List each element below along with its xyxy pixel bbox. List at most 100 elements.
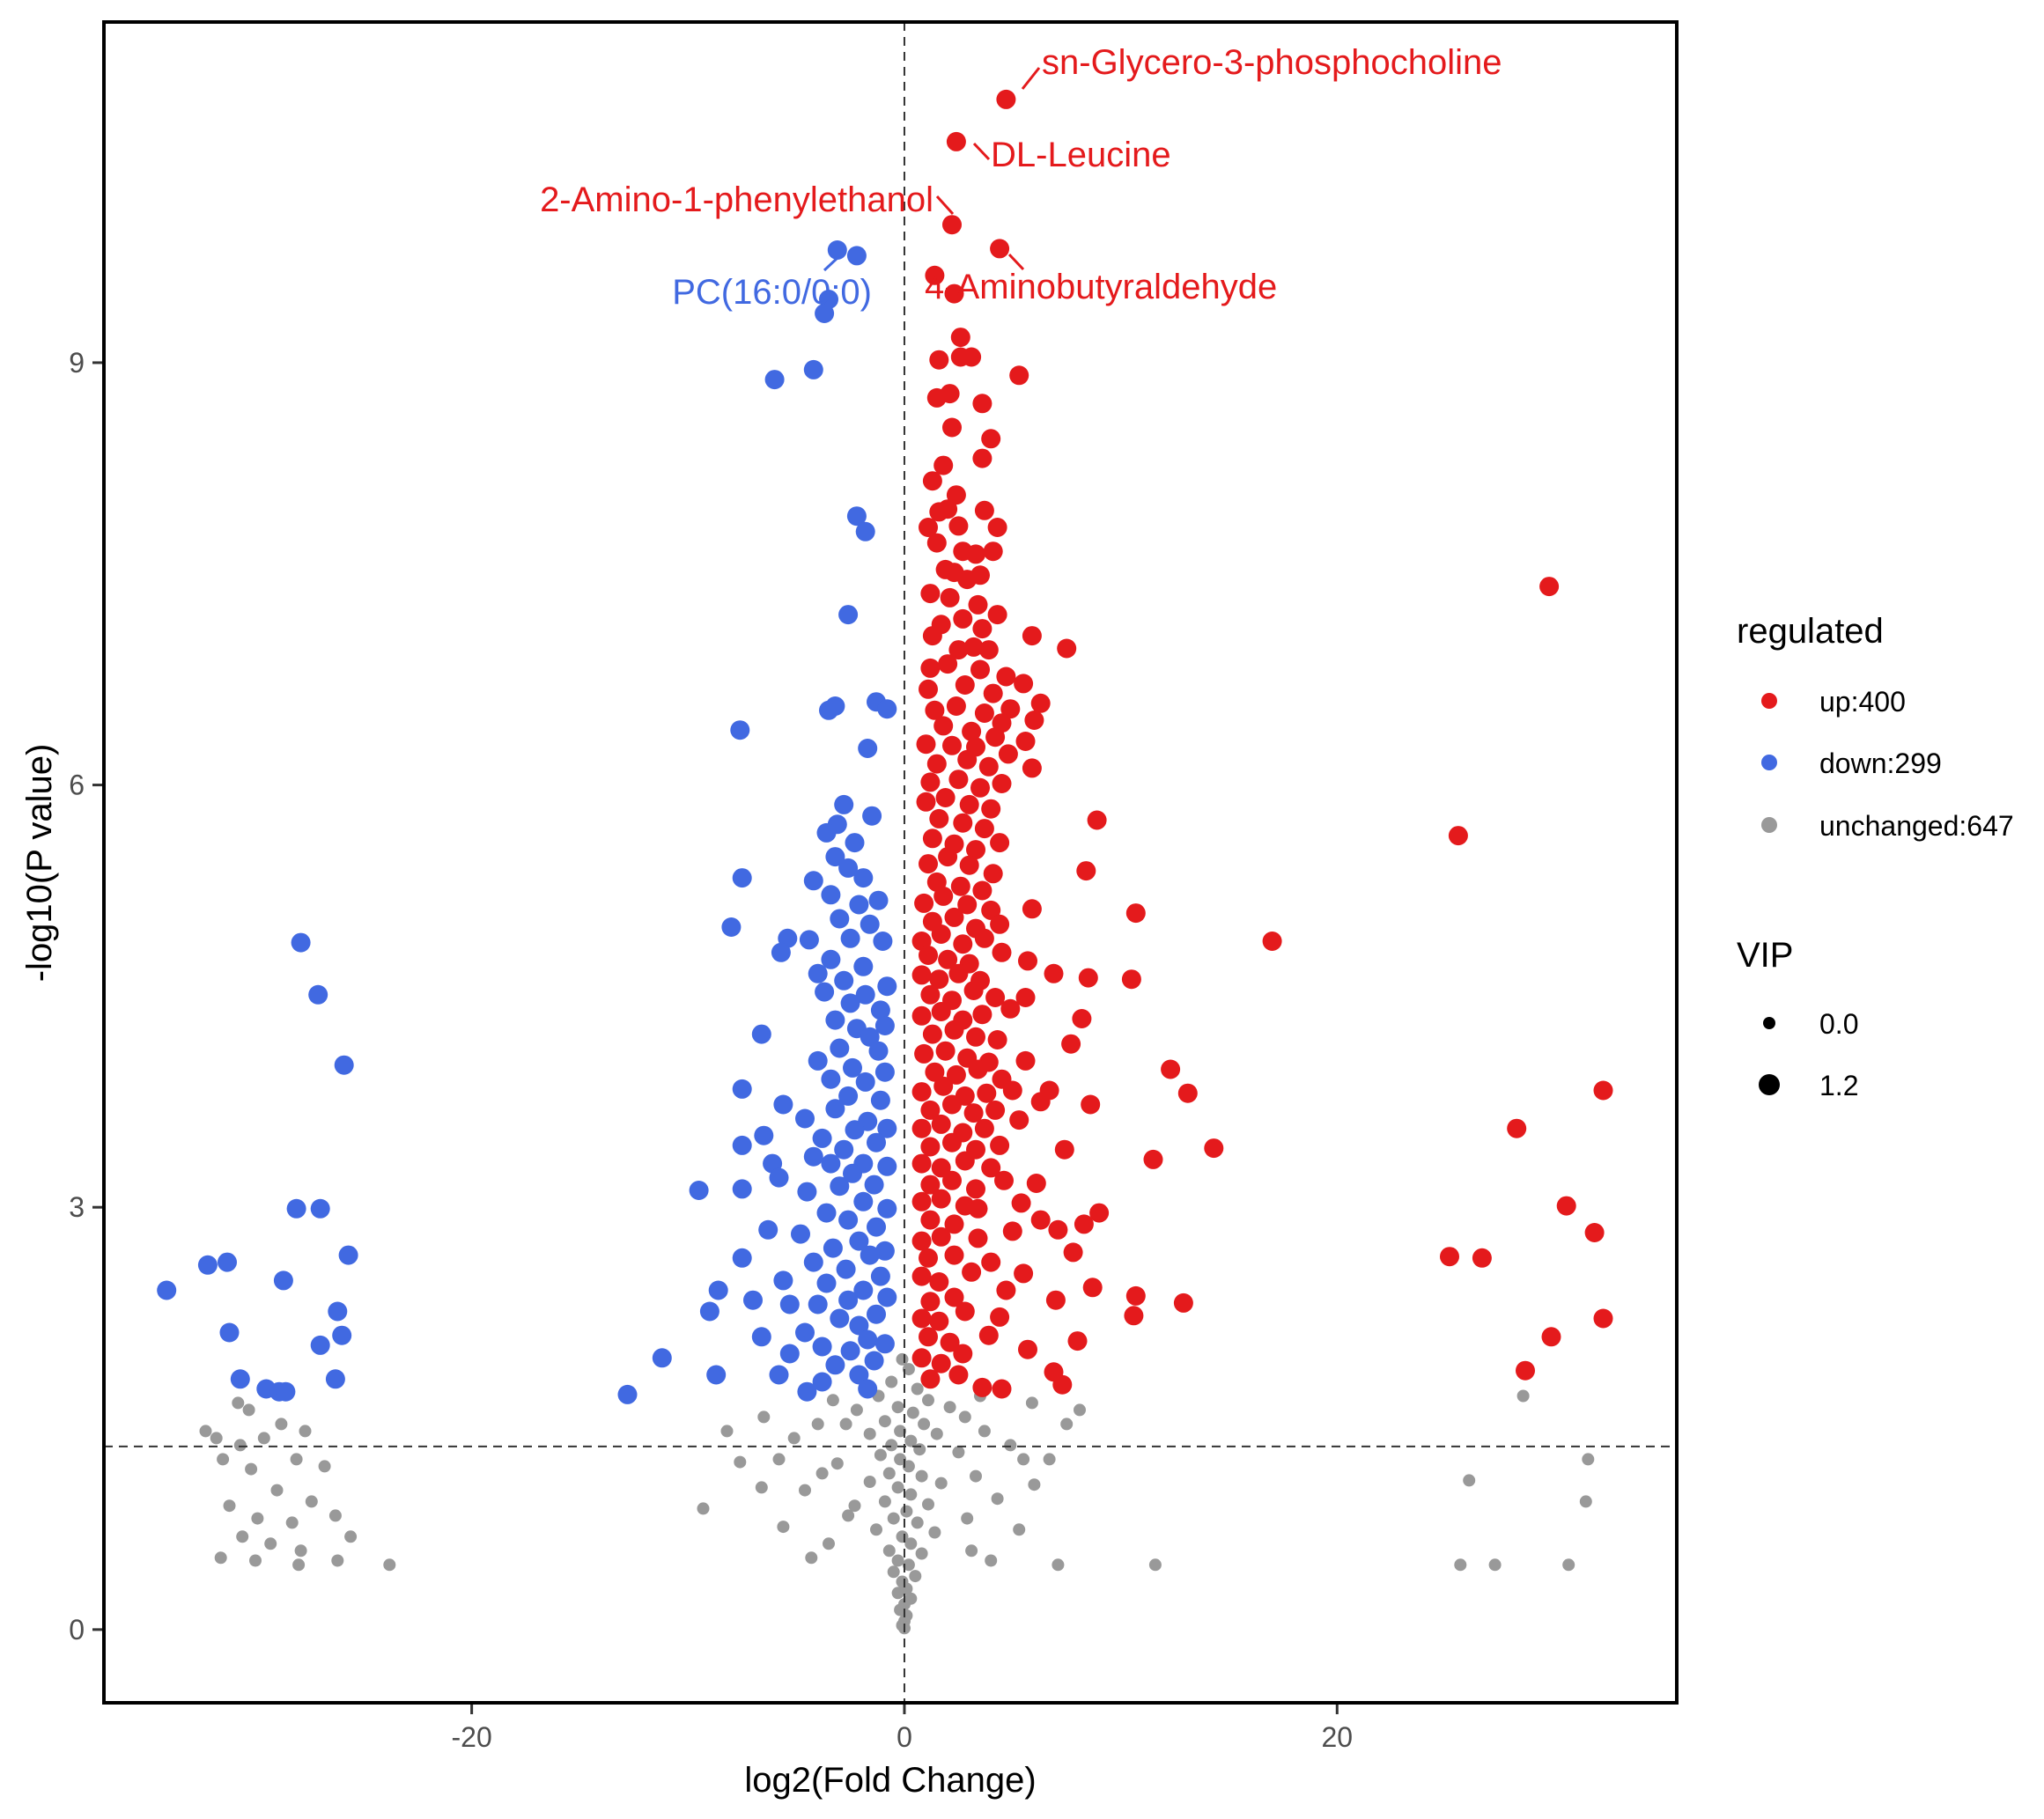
point-unchanged-32: [900, 1505, 913, 1518]
point-up-45: [1022, 626, 1042, 646]
legend-vip-title: VIP: [1737, 936, 1793, 975]
legend-up-swatch: [1761, 693, 1777, 709]
point-unchanged-110: [249, 1554, 262, 1567]
point-up-131: [931, 1002, 951, 1021]
point-unchanged-47: [891, 1587, 904, 1600]
point-up-71: [978, 756, 999, 777]
point-up-144: [1015, 1050, 1036, 1071]
point-up-242: [1593, 1308, 1613, 1329]
point-up-109: [931, 924, 951, 944]
point-down-119: [706, 1365, 727, 1385]
y-tick-label-0: 0: [69, 1614, 85, 1646]
point-unchanged-26: [934, 1477, 948, 1490]
point-down-28: [830, 909, 850, 929]
point-down-122: [769, 1365, 789, 1385]
point-down-6: [846, 506, 867, 527]
point-up-55: [925, 700, 945, 720]
point-up-22: [974, 500, 994, 520]
point-down-0: [827, 240, 847, 260]
point-up-192: [1030, 1210, 1051, 1230]
legend-vip-large-swatch: [1759, 1074, 1780, 1095]
point-down-89: [791, 1224, 810, 1244]
point-unchanged-71: [777, 1521, 790, 1534]
point-unchanged-94: [299, 1425, 312, 1438]
point-up-231: [972, 1377, 992, 1397]
point-up-24: [948, 516, 969, 536]
point-down-103: [838, 1290, 859, 1310]
point-down-109: [830, 1308, 850, 1329]
point-down-139: [219, 1322, 240, 1343]
point-up-88: [966, 840, 985, 860]
point-down-58: [838, 1086, 859, 1106]
point-up-179: [1143, 1149, 1163, 1169]
point-unchanged-96: [245, 1462, 258, 1476]
point-up-133: [972, 1005, 992, 1025]
point-unchanged-16: [885, 1439, 898, 1452]
point-up-157: [1177, 1083, 1198, 1103]
point-unchanged-21: [902, 1460, 915, 1473]
point-up-139: [987, 1030, 1007, 1049]
point-down-34: [873, 932, 893, 951]
point-up-5: [944, 284, 964, 304]
point-unchanged-87: [826, 1394, 839, 1407]
point-up-37: [987, 605, 1007, 625]
point-down-79: [830, 1176, 850, 1197]
point-up-209: [920, 1292, 941, 1312]
point-down-39: [834, 970, 854, 991]
point-unchanged-79: [1060, 1418, 1074, 1431]
point-up-90: [919, 854, 938, 874]
point-unchanged-19: [952, 1446, 965, 1459]
point-down-25: [821, 885, 841, 905]
point-up-58: [1000, 699, 1021, 719]
point-up-25: [987, 518, 1007, 537]
point-unchanged-17: [913, 1443, 926, 1456]
point-up-203: [1063, 1242, 1083, 1263]
point-up-146: [925, 1062, 945, 1082]
point-up-60: [933, 716, 954, 736]
x-tick-label-2: 20: [1322, 1721, 1354, 1753]
point-down-111: [795, 1322, 815, 1343]
point-down-8: [838, 605, 859, 625]
point-up-222: [978, 1325, 999, 1345]
point-unchanged-39: [882, 1544, 896, 1558]
point-unchanged-12: [894, 1425, 907, 1438]
point-down-101: [708, 1280, 728, 1300]
point-up-82: [1087, 810, 1107, 830]
point-up-81: [981, 799, 1001, 819]
point-down-62: [795, 1108, 815, 1129]
point-up-136: [922, 1024, 942, 1044]
point-unchanged-73: [823, 1537, 835, 1550]
point-up-50: [996, 666, 1016, 687]
point-up-26: [926, 533, 947, 553]
point-unchanged-15: [904, 1434, 918, 1447]
point-down-132: [310, 1198, 330, 1219]
point-down-36: [821, 949, 841, 969]
point-down-54: [874, 1062, 895, 1082]
point-down-5: [764, 370, 785, 390]
point-unchanged-119: [1454, 1558, 1467, 1572]
point-down-29: [860, 914, 880, 934]
point-down-97: [870, 1266, 890, 1286]
point-up-17: [972, 448, 992, 468]
point-down-19: [845, 833, 865, 853]
point-down-96: [836, 1259, 856, 1279]
point-down-91: [823, 1238, 843, 1258]
point-unchanged-10: [878, 1415, 891, 1428]
point-up-19: [946, 485, 966, 505]
point-up-218: [990, 1307, 1010, 1327]
point-up-93: [983, 864, 1003, 884]
point-unchanged-109: [214, 1551, 227, 1565]
point-unchanged-67: [799, 1484, 811, 1497]
point-down-30: [721, 917, 742, 937]
point-up-155: [1002, 1080, 1022, 1101]
point-up-127: [963, 981, 984, 1000]
point-up-46: [1057, 638, 1077, 659]
point-up-44: [978, 640, 999, 660]
point-down-83: [853, 1191, 874, 1211]
point-down-18: [816, 822, 837, 843]
point-down-94: [732, 1248, 752, 1268]
point-unchanged-74: [965, 1544, 978, 1558]
point-unchanged-7: [906, 1406, 919, 1419]
point-up-63: [1024, 711, 1044, 730]
point-up-84: [953, 813, 973, 833]
